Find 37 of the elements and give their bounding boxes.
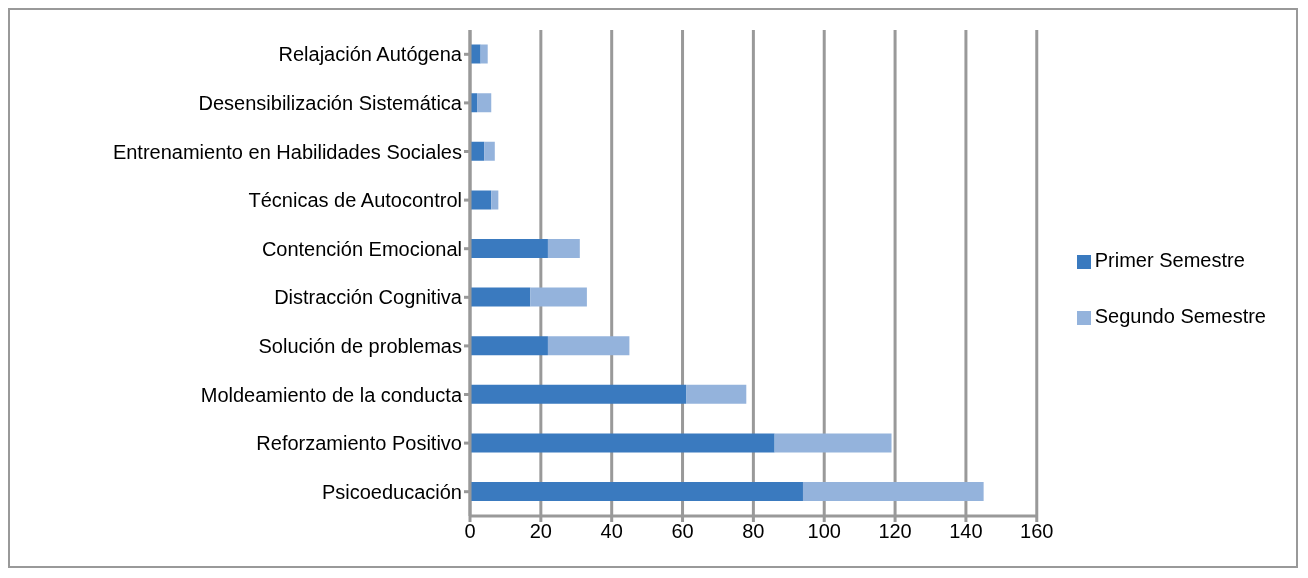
x-tick-label: 80 — [742, 520, 765, 543]
bar — [484, 141, 495, 161]
y-tick-label: Reforzamiento Positivo — [256, 432, 462, 455]
bar — [802, 481, 984, 501]
bar — [774, 433, 892, 453]
bar — [686, 384, 747, 404]
bar — [470, 238, 548, 258]
bar — [470, 336, 548, 356]
y-tick-label: Moldeamiento de la conducta — [200, 383, 463, 406]
y-tick-label: Desensibilización Sistemática — [198, 92, 463, 114]
y-tick-label: Psicoeducación — [321, 480, 462, 503]
bar — [547, 238, 580, 258]
bar — [470, 433, 775, 453]
bar — [470, 287, 531, 307]
x-tick-label: 60 — [671, 520, 694, 543]
y-tick-label: Solución de problemas — [258, 335, 462, 357]
bar — [480, 44, 488, 64]
x-tick-label: 160 — [1020, 520, 1054, 543]
bar — [530, 287, 587, 307]
legend-label: Primer Semestre — [1094, 249, 1245, 271]
y-tick-label: Contención Emocional — [261, 237, 462, 260]
x-tick-label: 0 — [464, 520, 476, 543]
x-tick-label: 100 — [807, 520, 841, 543]
legend-label: Segundo Semestre — [1094, 305, 1266, 327]
bar — [470, 384, 687, 404]
y-tick-label: Técnicas de Autocontrol — [248, 189, 462, 212]
x-tick-label: 20 — [529, 520, 552, 543]
y-tick-label: Distracción Cognitiva — [274, 286, 463, 309]
bar — [547, 336, 630, 356]
bar — [470, 481, 803, 501]
y-tick-label: Relajación Autógena — [278, 43, 463, 66]
x-tick-label: 120 — [878, 520, 912, 543]
bar — [477, 93, 492, 113]
x-tick-label: 40 — [600, 520, 623, 543]
bar — [491, 190, 499, 210]
x-tick-label: 140 — [949, 520, 983, 543]
y-tick-label: Entrenamiento en Habilidades Sociales — [112, 140, 462, 163]
